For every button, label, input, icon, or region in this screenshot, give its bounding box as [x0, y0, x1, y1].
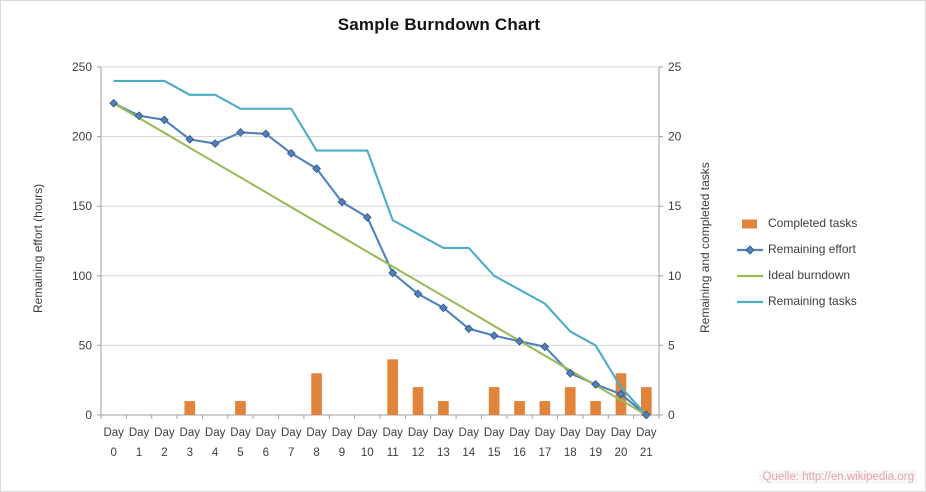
svg-text:Day: Day [103, 427, 124, 439]
svg-text:Day: Day [129, 427, 150, 439]
svg-text:150: 150 [72, 199, 92, 213]
svg-text:20: 20 [668, 130, 682, 144]
legend-marker-bar-icon [737, 217, 763, 229]
svg-text:18: 18 [564, 447, 577, 459]
svg-text:16: 16 [513, 447, 526, 459]
svg-text:15: 15 [668, 199, 682, 213]
svg-text:250: 250 [72, 60, 92, 74]
svg-text:13: 13 [437, 447, 450, 459]
svg-text:Day: Day [382, 427, 403, 439]
svg-text:10: 10 [668, 269, 682, 283]
svg-text:0: 0 [85, 408, 92, 422]
svg-text:0: 0 [668, 408, 675, 422]
svg-text:200: 200 [72, 130, 92, 144]
x-axis-labels: Day 0 Day 1 Day 2 Day 3 Day 4 Day 5 Day 6 Day 7 Day 8 Day 9… [103, 427, 656, 459]
svg-text:Day: Day [433, 427, 454, 439]
series-remaining-tasks [113, 79, 648, 416]
svg-text:Day: Day [484, 427, 505, 439]
svg-text:7: 7 [288, 447, 294, 459]
series-markers-remaining-effort [109, 98, 651, 420]
svg-text:1: 1 [136, 447, 142, 459]
svg-text:14: 14 [462, 447, 475, 459]
left-axis-title: Remaining effort (hours) [31, 183, 45, 313]
svg-text:Day: Day [180, 427, 201, 439]
series-completed-tasks [184, 359, 652, 415]
legend-marker-diamond-line-icon [737, 243, 763, 255]
svg-text:Day: Day [256, 427, 277, 439]
svg-text:Day: Day [585, 427, 606, 439]
legend-label: Ideal burndown [768, 268, 851, 282]
legend-item-remaining-tasks: Remaining tasks [737, 288, 857, 314]
svg-text:Day: Day [509, 427, 530, 439]
series-ideal-burndown [113, 102, 647, 416]
svg-text:Day: Day [332, 427, 353, 439]
svg-text:Day: Day [560, 427, 581, 439]
svg-text:Day: Day [230, 427, 251, 439]
svg-text:11: 11 [387, 447, 399, 459]
gridlines [101, 66, 659, 416]
svg-text:12: 12 [412, 447, 425, 459]
svg-text:19: 19 [589, 447, 602, 459]
svg-text:Day: Day [611, 427, 632, 439]
svg-text:3: 3 [187, 447, 193, 459]
svg-text:4: 4 [212, 447, 219, 459]
svg-text:Day: Day [408, 427, 429, 439]
svg-text:50: 50 [79, 338, 93, 352]
svg-text:0: 0 [110, 447, 116, 459]
svg-text:8: 8 [313, 447, 319, 459]
svg-text:20: 20 [615, 447, 628, 459]
svg-text:5: 5 [237, 447, 243, 459]
legend-label: Remaining tasks [768, 294, 857, 308]
legend-item-completed-tasks: Completed tasks [737, 210, 857, 236]
right-axis-title: Remaining and completed tasks [698, 162, 712, 333]
svg-text:17: 17 [538, 447, 551, 459]
svg-text:6: 6 [263, 447, 269, 459]
svg-text:100: 100 [72, 269, 92, 283]
legend-label: Completed tasks [768, 216, 858, 230]
svg-text:25: 25 [668, 60, 682, 74]
svg-text:9: 9 [339, 447, 345, 459]
legend-label: Remaining effort [768, 242, 856, 256]
svg-text:Day: Day [154, 427, 175, 439]
chart-legend: Completed tasks Remaining effort Ideal b… [737, 210, 857, 314]
svg-text:5: 5 [668, 338, 675, 352]
chart-title: Sample Burndown Chart [337, 15, 541, 34]
svg-text:Day: Day [205, 427, 226, 439]
legend-marker-line-icon [737, 269, 763, 281]
watermark-source: Quelle: http://en.wikipedia.org [759, 470, 917, 484]
legend-marker-line-icon [737, 295, 763, 307]
svg-text:Day: Day [306, 427, 327, 439]
svg-text:15: 15 [488, 447, 501, 459]
svg-text:Day: Day [535, 427, 556, 439]
svg-text:Day: Day [357, 427, 378, 439]
legend-item-remaining-effort: Remaining effort [737, 236, 857, 262]
svg-text:21: 21 [640, 447, 653, 459]
svg-text:Day: Day [459, 427, 480, 439]
svg-text:10: 10 [361, 447, 374, 459]
svg-text:Day: Day [281, 427, 302, 439]
svg-text:Day: Day [636, 427, 657, 439]
svg-text:2: 2 [161, 447, 167, 459]
axes: 0 50 100 150 200 250 0 5 10 15 20 25 [72, 60, 682, 422]
legend-item-ideal-burndown: Ideal burndown [737, 262, 857, 288]
series-remaining-effort [113, 102, 647, 416]
